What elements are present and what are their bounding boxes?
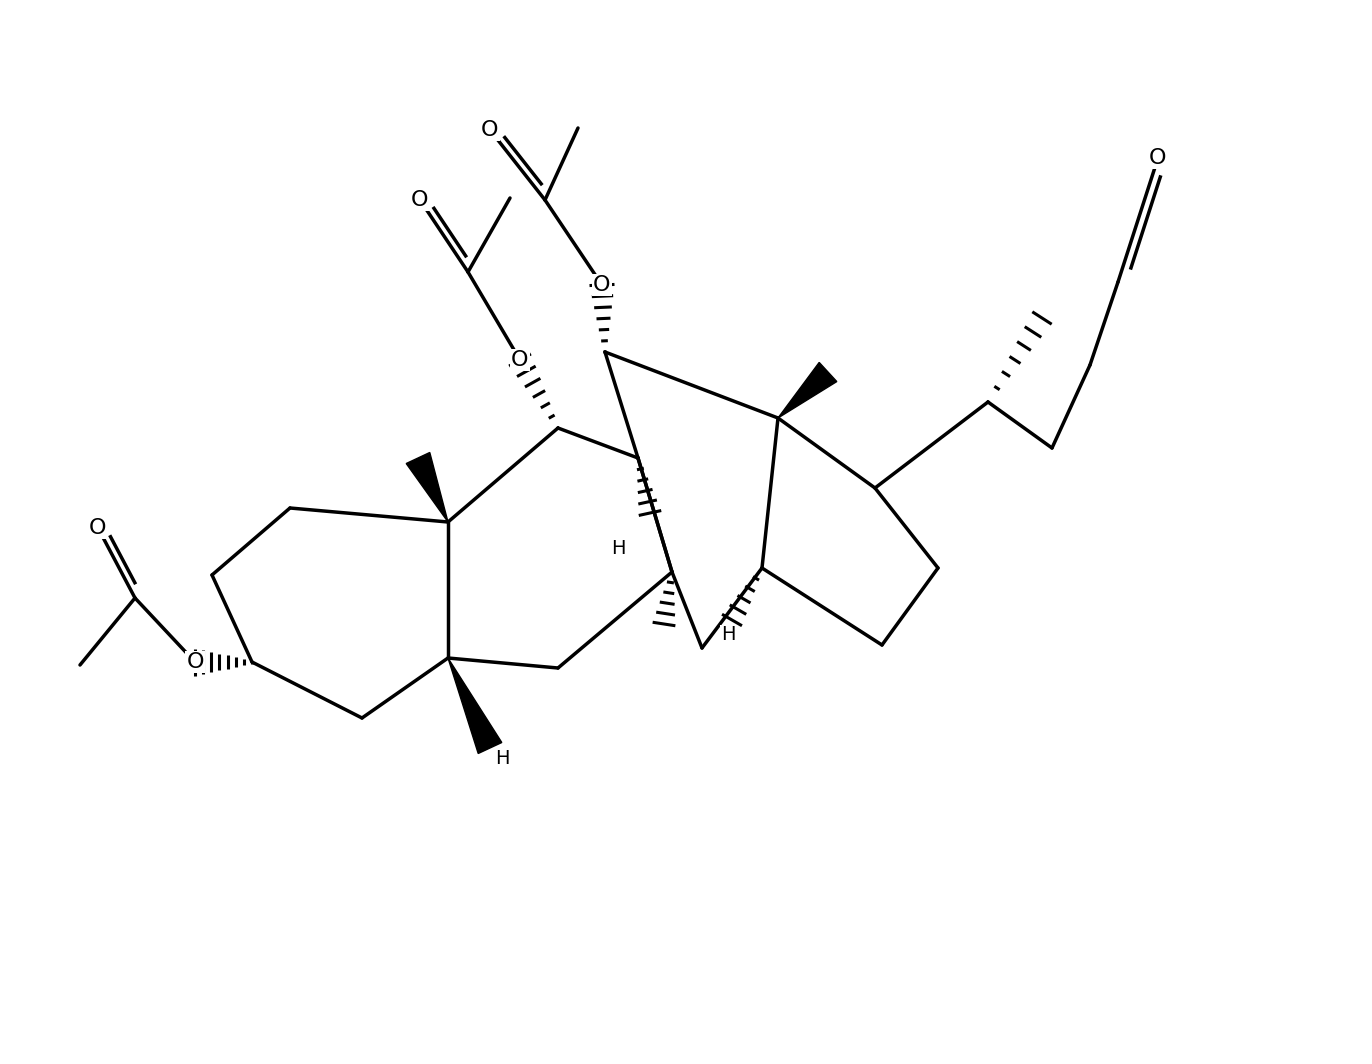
Text: O: O	[1150, 148, 1166, 168]
Text: H: H	[495, 748, 509, 767]
Text: O: O	[512, 350, 528, 370]
Polygon shape	[778, 363, 837, 418]
Text: O: O	[187, 652, 204, 672]
Polygon shape	[449, 658, 502, 753]
Text: O: O	[412, 190, 428, 210]
Text: O: O	[482, 120, 499, 140]
Text: O: O	[89, 518, 107, 538]
Text: O: O	[593, 275, 611, 295]
Text: H: H	[611, 538, 626, 558]
Polygon shape	[406, 452, 449, 522]
Text: H: H	[720, 626, 735, 645]
